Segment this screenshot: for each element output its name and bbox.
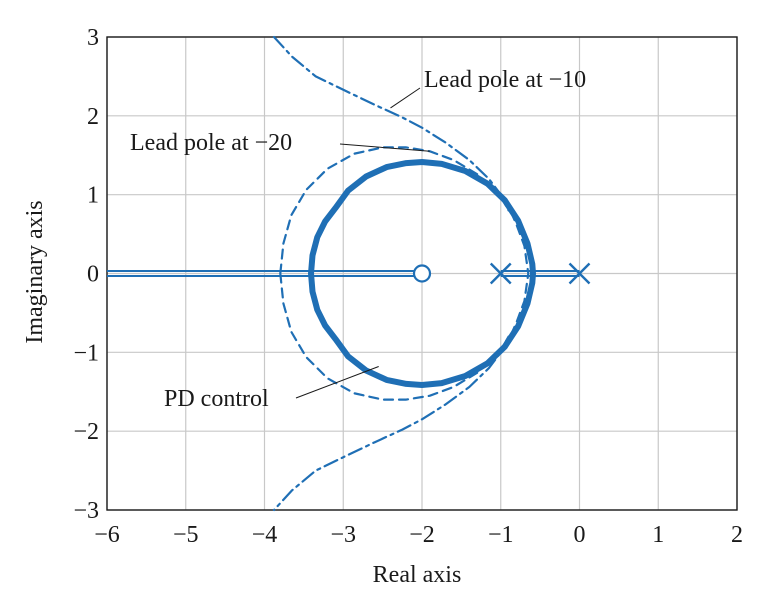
annotation-label: PD control [164,386,269,412]
y-tick-label: 1 [87,183,99,209]
y-tick-label: 2 [87,104,99,130]
y-tick-label: −3 [73,498,99,524]
marker-layer [412,262,591,285]
x-tick-label: −3 [330,522,356,548]
annotation-leader [339,143,430,152]
plot-frame [106,36,738,511]
locus-curve [272,335,510,512]
locus-layer [107,35,580,512]
y-tick-label: 3 [87,25,99,51]
y-tick-label: −2 [73,419,99,445]
zero-marker [412,264,432,283]
pole-marker [489,262,512,285]
x-tick-label: 1 [652,522,664,548]
tick-labels: −6 −5 −4 −3 −2 −1 0 1 2 −3 −2 −1 0 1 2 3 [73,25,743,548]
locus-curve [279,146,530,401]
x-tick-label: −6 [94,522,120,548]
y-tick-label: −1 [73,340,99,366]
x-axis-title: Real axis [373,562,462,588]
annotation-layer: Lead pole at −10 Lead pole at −20 PD contr… [130,67,586,412]
pole-marker [568,262,591,285]
x-tick-label: −1 [488,522,514,548]
plot-border [106,36,738,511]
y-axis-title: Imaginary axis [22,200,48,343]
locus-curve [308,159,536,388]
annotation-leader [295,366,379,399]
x-tick-label: 0 [574,522,586,548]
x-tick-label: −2 [409,522,435,548]
x-tick-label: 2 [731,522,743,548]
x-tick-label: −4 [252,522,278,548]
y-tick-label: 0 [87,262,99,288]
x-tick-label: −5 [173,522,199,548]
annotation-label: Lead pole at −20 [130,130,292,156]
annotation-label: Lead pole at −10 [424,67,586,93]
locus-curve [272,35,510,212]
annotation-leader [390,87,421,109]
